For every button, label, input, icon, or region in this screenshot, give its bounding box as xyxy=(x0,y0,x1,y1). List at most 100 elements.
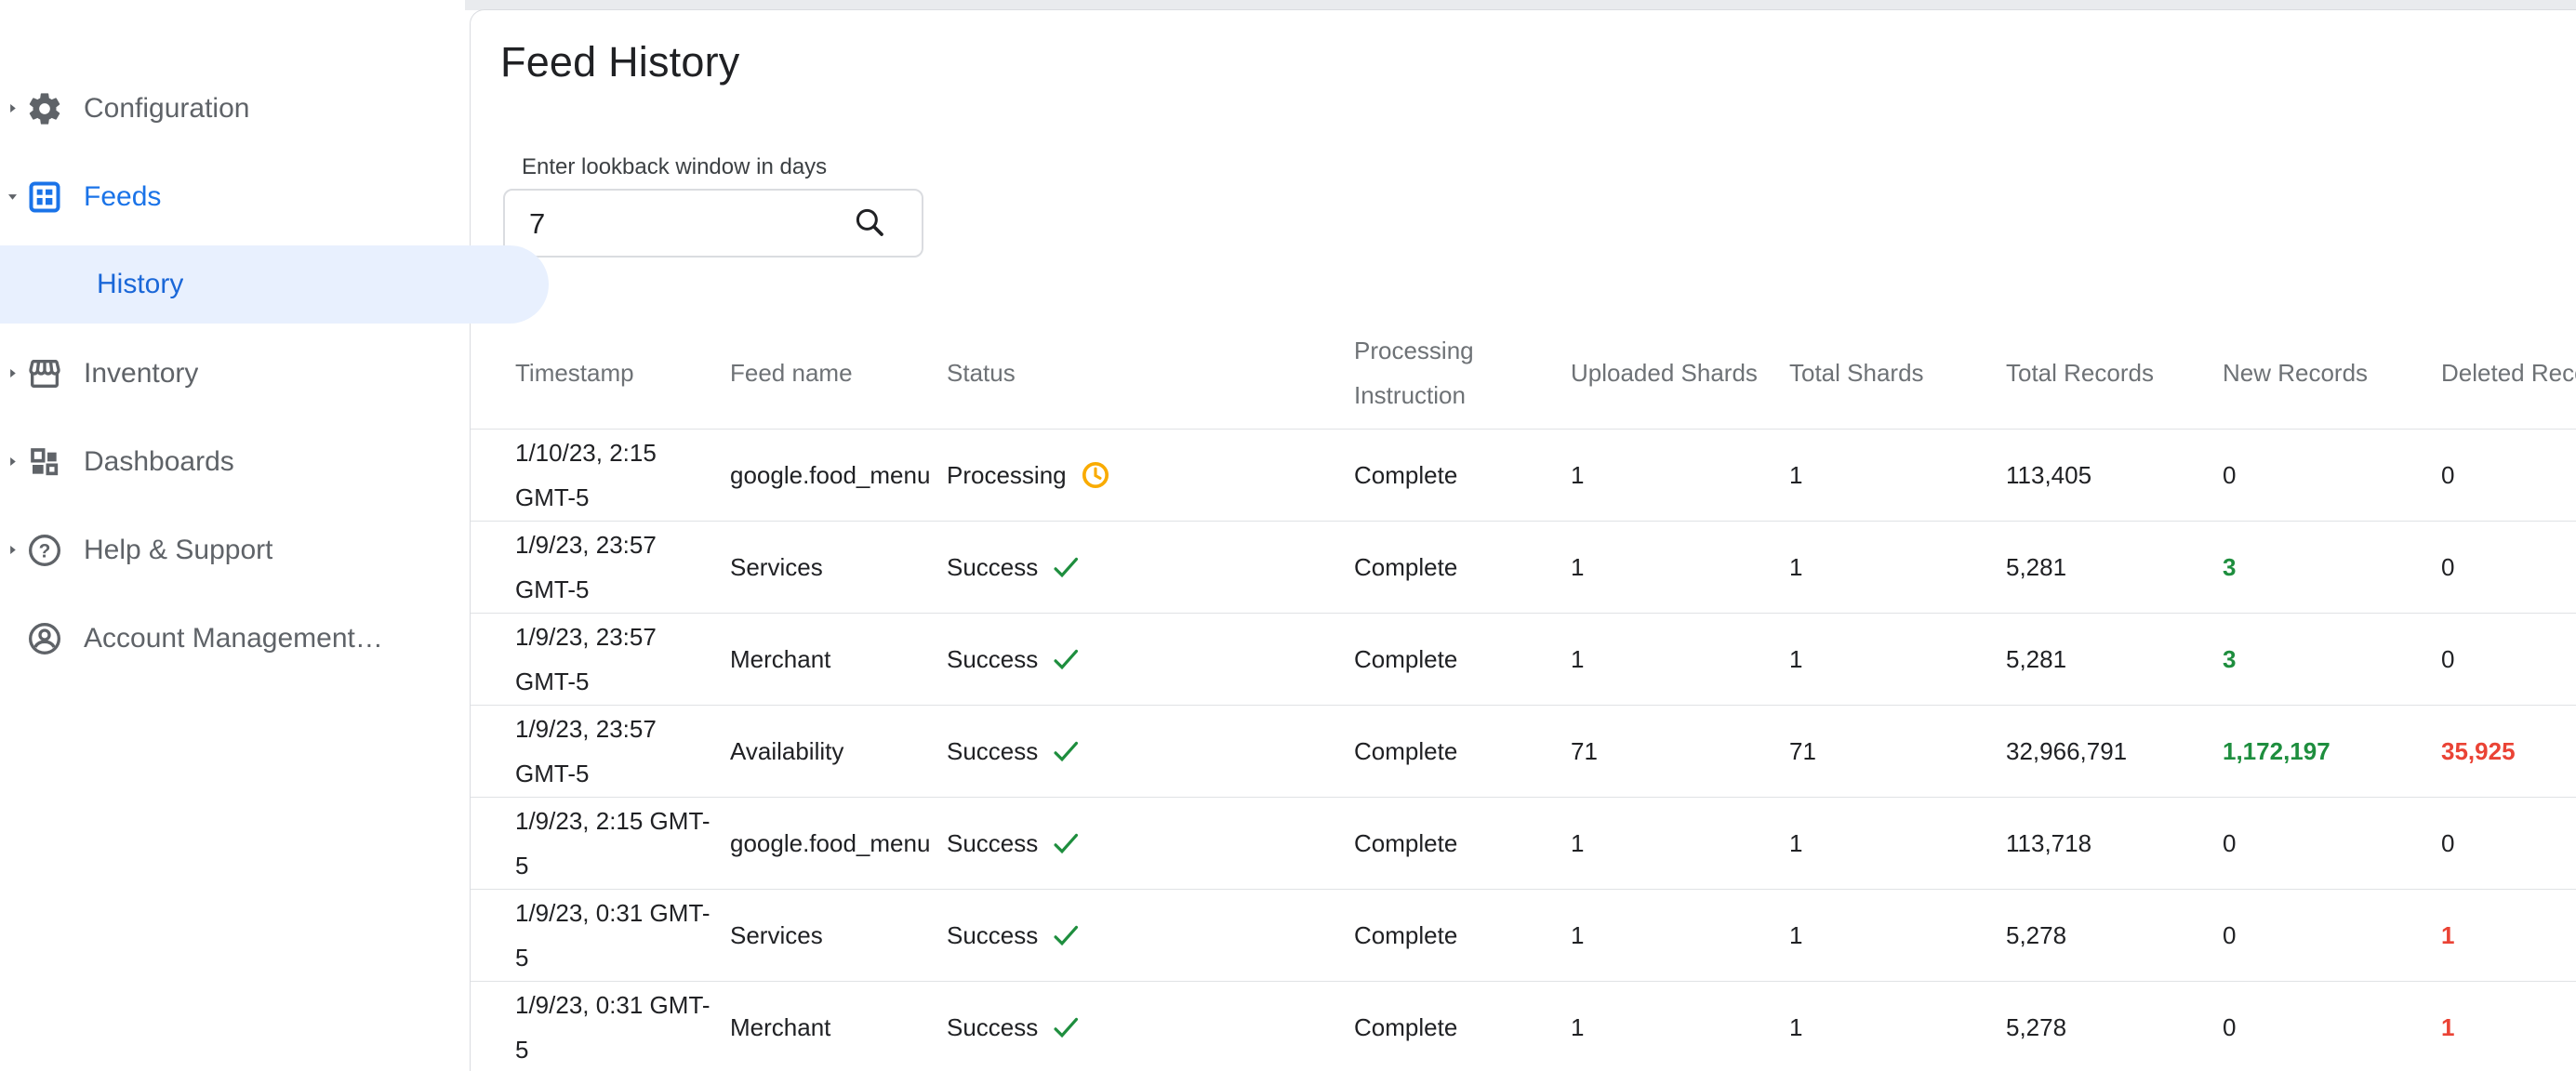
lookback-control: Enter lookback window in days xyxy=(503,155,2576,258)
cell-uploaded-shards: 1 xyxy=(1571,460,1585,489)
chevron-down-icon[interactable] xyxy=(0,190,24,204)
timestamp-line-1: 1/10/23, 2:15 xyxy=(515,439,657,467)
sidebar-item-feeds[interactable]: Feeds xyxy=(0,152,465,241)
cell-timestamp: 1/9/23, 23:57 GMT-5 xyxy=(515,615,730,704)
table-body: 1/10/23, 2:15 GMT-5 google.food_menu Proces… xyxy=(471,430,2576,1071)
cell-feed-name: Availability xyxy=(730,736,844,765)
table-row: 1/9/23, 2:15 GMT- 5 google.food_menu Succes… xyxy=(471,798,2576,890)
cell-new-records: 0 xyxy=(2223,460,2237,489)
status-text: Success xyxy=(947,552,1039,581)
sidebar-item-label: History xyxy=(97,269,184,299)
cell-uploaded-shards: 1 xyxy=(1571,644,1585,673)
cell-uploaded-shards: 1 xyxy=(1571,920,1585,949)
timestamp-line-2: GMT-5 xyxy=(515,668,590,695)
cell-timestamp: 1/10/23, 2:15 GMT-5 xyxy=(515,430,730,520)
cell-processing-instruction: Complete xyxy=(1354,460,1458,489)
column-header-deleted-records: Deleted Records xyxy=(2441,359,2576,387)
cell-feed-name: Services xyxy=(730,552,823,581)
inventory-icon xyxy=(24,353,65,394)
column-header-feed-name: Feed name xyxy=(730,359,853,387)
lookback-label: Enter lookback window in days xyxy=(522,154,828,179)
sidebar-item-help-support[interactable]: ? Help & Support xyxy=(0,506,465,594)
cell-uploaded-shards: 1 xyxy=(1571,828,1585,857)
cell-processing-instruction: Complete xyxy=(1354,1012,1458,1041)
page-title: Feed History xyxy=(500,38,740,86)
sidebar-item-label: Account Management… xyxy=(84,622,383,654)
cell-uploaded-shards: 1 xyxy=(1571,552,1585,581)
lookback-input-box[interactable] xyxy=(503,189,923,258)
sidebar-item-configuration[interactable]: Configuration xyxy=(0,64,465,152)
cell-timestamp: 1/9/23, 2:15 GMT- 5 xyxy=(515,799,730,888)
page-background-strip xyxy=(465,0,2576,10)
table-row: 1/9/23, 23:57 GMT-5 Availability Success Com… xyxy=(471,706,2576,798)
cell-total-records: 32,966,791 xyxy=(2006,736,2128,765)
cell-new-records: 3 xyxy=(2223,552,2237,581)
cell-total-shards: 1 xyxy=(1789,460,1803,489)
timestamp-line-1: 1/9/23, 0:31 GMT- xyxy=(515,899,710,927)
cell-timestamp: 1/9/23, 0:31 GMT- 5 xyxy=(515,891,730,980)
lookback-input[interactable] xyxy=(527,191,847,258)
cell-total-shards: 71 xyxy=(1789,736,1816,765)
chevron-right-icon[interactable] xyxy=(0,101,24,115)
cell-status: Success xyxy=(947,920,1354,950)
cell-status: Processing xyxy=(947,459,1354,491)
cell-timestamp: 1/9/23, 23:57 GMT-5 xyxy=(515,522,730,612)
cell-feed-name: Services xyxy=(730,920,823,949)
cell-processing-instruction: Complete xyxy=(1354,920,1458,949)
cell-processing-instruction: Complete xyxy=(1354,736,1458,765)
timestamp-line-1: 1/9/23, 23:57 xyxy=(515,715,657,743)
chevron-right-icon[interactable] xyxy=(0,455,24,469)
sidebar-item-label: Help & Support xyxy=(84,534,273,565)
status-text: Success xyxy=(947,644,1039,673)
sidebar-item-dashboards[interactable]: Dashboards xyxy=(0,417,465,506)
clock-icon xyxy=(1080,459,1111,491)
sidebar-item-history[interactable]: History xyxy=(0,245,549,324)
cell-feed-name: google.food_menu xyxy=(730,828,931,857)
column-header-uploaded-shards: Uploaded Shards xyxy=(1571,359,1758,387)
cell-feed-name: Merchant xyxy=(730,1012,831,1041)
timestamp-line-1: 1/9/23, 23:57 xyxy=(515,531,657,559)
svg-text:?: ? xyxy=(39,540,51,562)
cell-status: Success xyxy=(947,644,1354,674)
feed-history-card: Feed History Enter lookback window in da… xyxy=(470,9,2576,1071)
check-icon xyxy=(1051,552,1081,582)
column-header-new-records: New Records xyxy=(2223,359,2369,387)
column-header-total-records: Total Records xyxy=(2006,359,2154,387)
column-header-total-shards: Total Shards xyxy=(1789,359,1924,387)
cell-new-records: 1,172,197 xyxy=(2223,736,2330,765)
cell-total-records: 113,718 xyxy=(2006,828,2092,857)
cell-deleted-records: 1 xyxy=(2441,920,2455,949)
cell-processing-instruction: Complete xyxy=(1354,828,1458,857)
status-text: Success xyxy=(947,920,1039,949)
sidebar-item-label: Configuration xyxy=(84,92,250,124)
timestamp-line-2: GMT-5 xyxy=(515,760,590,787)
cell-status: Success xyxy=(947,1012,1354,1042)
table-header-row: Timestamp Feed name Status Processing Instr… xyxy=(471,317,2576,430)
chevron-right-icon[interactable] xyxy=(0,366,24,380)
column-header-processing-instruction: Processing Instruction xyxy=(1354,337,1474,409)
cell-processing-instruction: Complete xyxy=(1354,552,1458,581)
cell-deleted-records: 1 xyxy=(2441,1012,2455,1041)
search-icon[interactable] xyxy=(853,205,888,241)
check-icon xyxy=(1051,828,1081,858)
feeds-icon xyxy=(24,177,65,218)
table-row: 1/9/23, 0:31 GMT- 5 Services Success Complet… xyxy=(471,890,2576,982)
cell-deleted-records: 0 xyxy=(2441,828,2455,857)
cell-total-shards: 1 xyxy=(1789,920,1803,949)
timestamp-line-2: 5 xyxy=(515,852,529,879)
cell-new-records: 3 xyxy=(2223,644,2237,673)
table-row: 1/9/23, 23:57 GMT-5 Services Success Complet… xyxy=(471,522,2576,614)
sidebar: Configuration Feeds History Inventory Dashbo… xyxy=(0,0,549,1071)
check-icon xyxy=(1051,644,1081,674)
cell-new-records: 0 xyxy=(2223,920,2237,949)
status-text: Success xyxy=(947,828,1039,857)
cell-total-records: 5,281 xyxy=(2006,552,2067,581)
gear-icon xyxy=(24,88,65,129)
table-row: 1/9/23, 0:31 GMT- 5 Merchant Success Complet… xyxy=(471,982,2576,1071)
sidebar-item-inventory[interactable]: Inventory xyxy=(0,329,465,417)
timestamp-line-2: 5 xyxy=(515,1036,529,1064)
sidebar-item-label: Inventory xyxy=(84,357,199,389)
sidebar-item-account-management[interactable]: Account Management… xyxy=(0,594,465,682)
chevron-right-icon[interactable] xyxy=(0,543,24,557)
